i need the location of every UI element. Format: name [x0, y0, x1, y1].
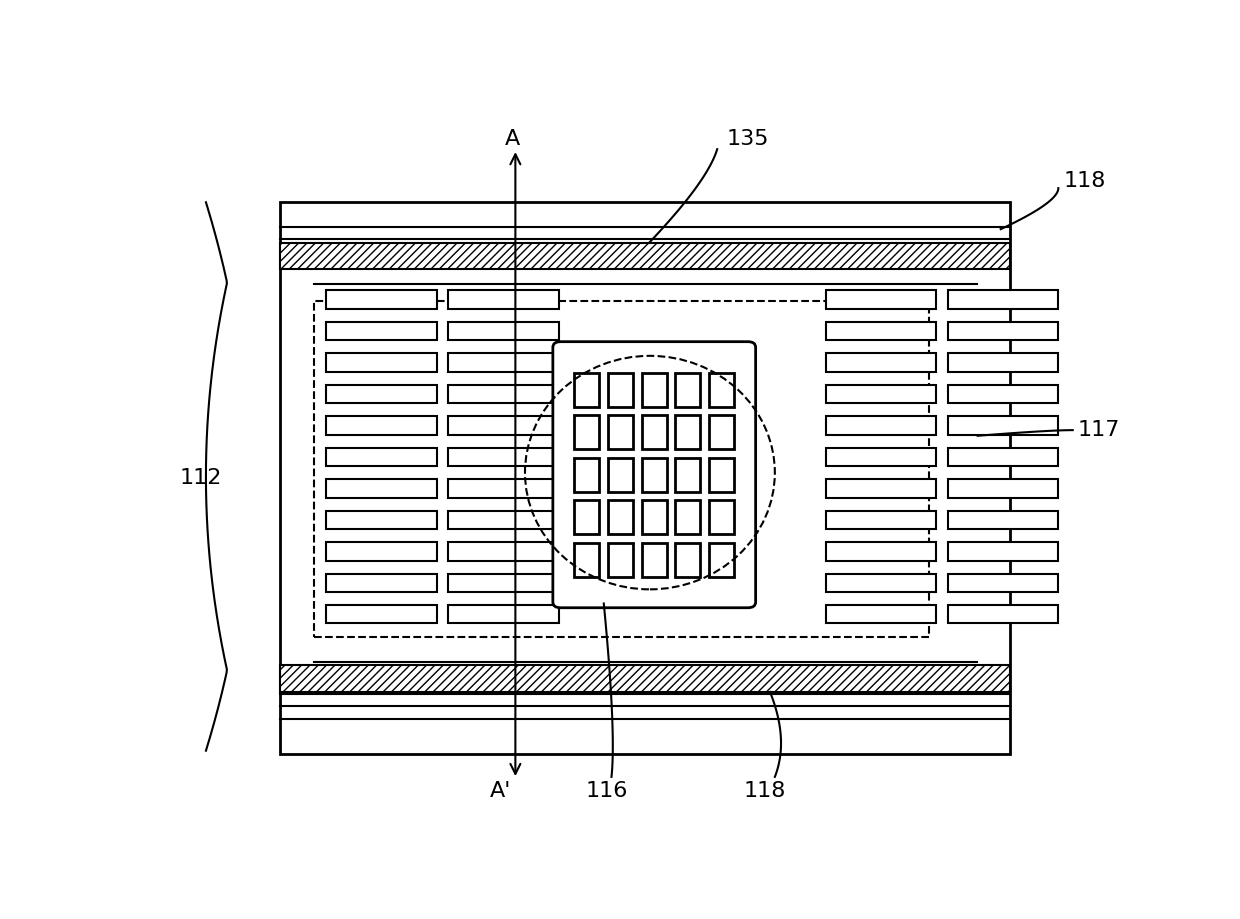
Text: 112: 112 — [180, 469, 222, 488]
Bar — [947, 416, 1058, 435]
Text: A': A' — [490, 781, 512, 801]
Bar — [947, 573, 1058, 592]
FancyBboxPatch shape — [553, 342, 755, 607]
Bar — [448, 385, 558, 403]
Text: 116: 116 — [585, 781, 627, 801]
Bar — [326, 322, 436, 340]
Bar — [326, 479, 436, 497]
Bar — [448, 448, 558, 466]
Bar — [826, 542, 936, 561]
Bar — [326, 448, 436, 466]
Bar — [642, 500, 667, 534]
Bar — [574, 500, 599, 534]
Bar — [642, 542, 667, 576]
Bar — [448, 542, 558, 561]
Bar — [826, 448, 936, 466]
Bar — [448, 511, 558, 529]
Bar — [709, 500, 734, 534]
Bar — [642, 415, 667, 449]
Bar — [574, 415, 599, 449]
Bar — [826, 385, 936, 403]
Bar — [826, 605, 936, 623]
Bar — [448, 290, 558, 309]
Bar — [448, 353, 558, 371]
Bar — [574, 373, 599, 407]
Bar — [826, 416, 936, 435]
Bar — [448, 322, 558, 340]
Bar — [608, 373, 634, 407]
Bar — [448, 605, 558, 623]
Bar — [676, 458, 701, 492]
Bar — [947, 385, 1058, 403]
Bar — [947, 353, 1058, 371]
Bar — [947, 448, 1058, 466]
Bar — [314, 301, 929, 638]
Bar — [448, 573, 558, 592]
Bar — [947, 290, 1058, 309]
Bar — [676, 500, 701, 534]
Bar — [676, 542, 701, 576]
Bar — [326, 542, 436, 561]
Bar — [448, 416, 558, 435]
Bar — [608, 542, 634, 576]
Bar — [326, 416, 436, 435]
Bar — [326, 385, 436, 403]
Bar — [326, 290, 436, 309]
Bar — [947, 511, 1058, 529]
Text: A: A — [505, 129, 520, 149]
Text: 117: 117 — [1078, 420, 1120, 440]
Bar — [826, 573, 936, 592]
Bar — [826, 353, 936, 371]
Bar — [947, 605, 1058, 623]
Bar — [608, 500, 634, 534]
Bar — [826, 322, 936, 340]
Bar — [608, 458, 634, 492]
Bar — [709, 415, 734, 449]
Bar — [709, 373, 734, 407]
Bar — [947, 322, 1058, 340]
Bar — [326, 605, 436, 623]
Bar — [947, 542, 1058, 561]
Bar — [326, 573, 436, 592]
Bar — [608, 415, 634, 449]
Text: 118: 118 — [1063, 171, 1106, 191]
Bar — [826, 290, 936, 309]
Bar — [826, 479, 936, 497]
Bar — [280, 243, 1011, 269]
Bar — [574, 458, 599, 492]
Bar — [947, 479, 1058, 497]
Bar — [574, 542, 599, 576]
Bar — [448, 479, 558, 497]
Bar — [709, 542, 734, 576]
Bar — [642, 458, 667, 492]
Bar — [676, 373, 701, 407]
Bar — [676, 415, 701, 449]
Bar — [826, 511, 936, 529]
Bar — [326, 353, 436, 371]
Bar — [280, 202, 1011, 754]
Bar — [709, 458, 734, 492]
Text: 118: 118 — [744, 781, 786, 801]
Text: 135: 135 — [727, 129, 769, 149]
Bar — [642, 373, 667, 407]
Bar — [280, 665, 1011, 692]
Bar — [326, 511, 436, 529]
